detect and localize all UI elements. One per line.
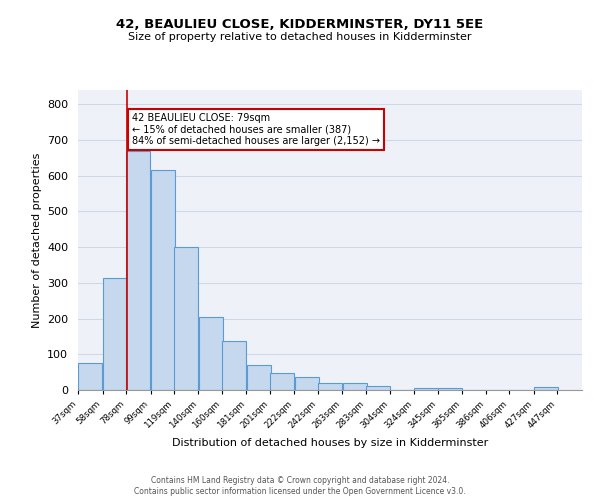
Bar: [199, 317, 223, 390]
Bar: [78, 363, 103, 390]
X-axis label: Distribution of detached houses by size in Kidderminster: Distribution of detached houses by size …: [172, 438, 488, 448]
Bar: [318, 383, 342, 390]
Text: Contains HM Land Registry data © Crown copyright and database right 2024.: Contains HM Land Registry data © Crown c…: [151, 476, 449, 485]
Bar: [270, 373, 294, 390]
Y-axis label: Number of detached properties: Number of detached properties: [32, 152, 41, 328]
Bar: [414, 388, 438, 390]
Bar: [343, 383, 367, 390]
Bar: [103, 278, 127, 390]
Bar: [439, 388, 463, 390]
Text: Size of property relative to detached houses in Kidderminster: Size of property relative to detached ho…: [128, 32, 472, 42]
Bar: [174, 247, 198, 390]
Bar: [366, 386, 390, 390]
Bar: [534, 387, 559, 390]
Bar: [126, 150, 150, 390]
Bar: [295, 377, 319, 390]
Bar: [151, 170, 175, 390]
Bar: [247, 365, 271, 390]
Text: 42, BEAULIEU CLOSE, KIDDERMINSTER, DY11 5EE: 42, BEAULIEU CLOSE, KIDDERMINSTER, DY11 …: [116, 18, 484, 30]
Text: Contains public sector information licensed under the Open Government Licence v3: Contains public sector information licen…: [134, 487, 466, 496]
Text: 42 BEAULIEU CLOSE: 79sqm
← 15% of detached houses are smaller (387)
84% of semi-: 42 BEAULIEU CLOSE: 79sqm ← 15% of detach…: [132, 113, 380, 146]
Bar: [222, 341, 246, 390]
